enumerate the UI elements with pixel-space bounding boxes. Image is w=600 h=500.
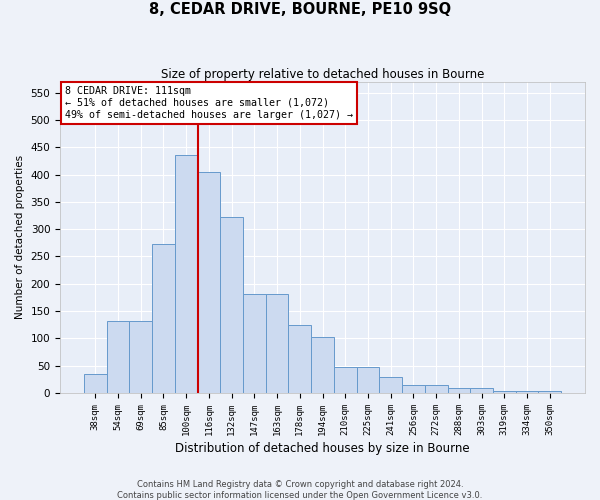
Title: Size of property relative to detached houses in Bourne: Size of property relative to detached ho… bbox=[161, 68, 484, 80]
Bar bbox=[130, 321, 152, 393]
Text: 8 CEDAR DRIVE: 111sqm
← 51% of detached houses are smaller (1,072)
49% of semi-d: 8 CEDAR DRIVE: 111sqm ← 51% of detached … bbox=[65, 86, 353, 120]
Bar bbox=[538, 391, 561, 393]
X-axis label: Distribution of detached houses by size in Bourne: Distribution of detached houses by size … bbox=[175, 442, 470, 455]
Bar bbox=[107, 321, 130, 393]
Bar bbox=[152, 244, 175, 393]
Bar bbox=[356, 368, 379, 393]
Bar bbox=[470, 388, 493, 393]
Bar bbox=[243, 294, 266, 393]
Bar bbox=[379, 377, 402, 393]
Bar bbox=[311, 337, 334, 393]
Y-axis label: Number of detached properties: Number of detached properties bbox=[15, 156, 25, 320]
Text: Contains HM Land Registry data © Crown copyright and database right 2024.
Contai: Contains HM Land Registry data © Crown c… bbox=[118, 480, 482, 500]
Bar bbox=[334, 368, 356, 393]
Bar bbox=[266, 294, 289, 393]
Bar bbox=[197, 172, 220, 393]
Bar bbox=[289, 325, 311, 393]
Bar bbox=[493, 391, 515, 393]
Bar bbox=[84, 374, 107, 393]
Bar bbox=[515, 391, 538, 393]
Bar bbox=[425, 386, 448, 393]
Bar bbox=[220, 217, 243, 393]
Bar bbox=[402, 386, 425, 393]
Text: 8, CEDAR DRIVE, BOURNE, PE10 9SQ: 8, CEDAR DRIVE, BOURNE, PE10 9SQ bbox=[149, 2, 451, 18]
Bar bbox=[175, 156, 197, 393]
Bar bbox=[448, 388, 470, 393]
